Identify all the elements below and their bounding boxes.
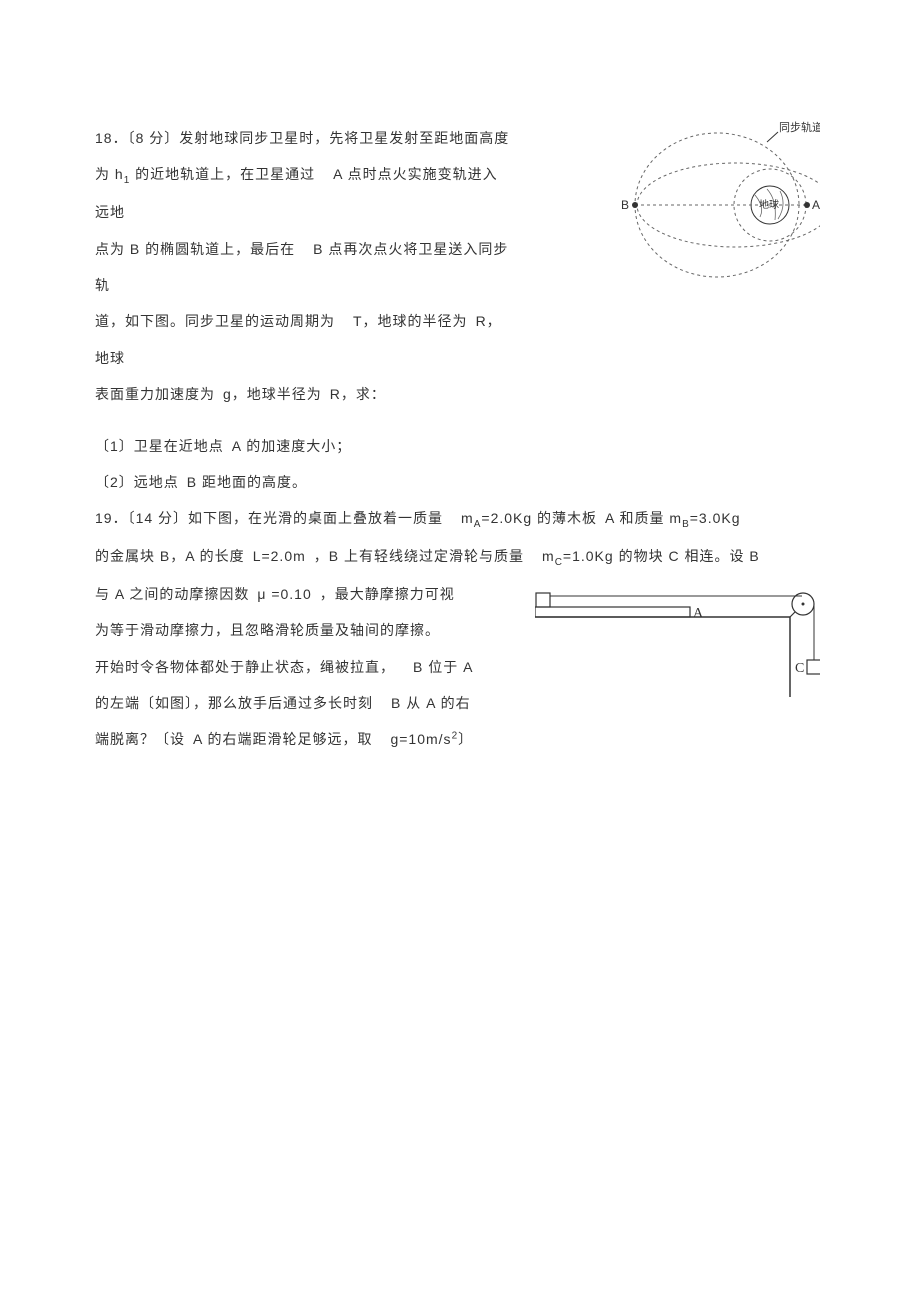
q19-l7-d: 〕 xyxy=(458,731,473,747)
q19-l1-b: m xyxy=(461,510,474,526)
q19-line3: 与 A 之间的动摩擦因数 μ =0.10 ，最大静摩擦力可视 xyxy=(95,576,490,612)
q19-l2-e: =1.0Kg 的物块 C 相连。设 B xyxy=(563,548,760,564)
pulley-diagram: B A C xyxy=(535,582,820,697)
q19-l6-a: 的左端〔如图〕，那么放手后通过多长时刻 xyxy=(95,695,373,711)
q19-l2-c: ，B 上有轻线绕过定滑轮与质量 xyxy=(314,548,524,564)
q18-s1-a: 〔1〕卫星在近地点 xyxy=(95,438,224,454)
q19-line4: 为等于滑动摩擦力，且忽略滑轮质量及轴间的摩擦。 xyxy=(95,612,490,648)
q18-s2-b: B 距地面的高度。 xyxy=(187,474,307,490)
q18-l5-c: R，求： xyxy=(330,386,386,402)
board-a-label: A xyxy=(693,606,704,621)
q18-l5-a: 表面重力加速度为 xyxy=(95,386,215,402)
q19-line5: 开始时令各物体都处于静止状态，绳被拉直， B 位于 A xyxy=(95,649,490,685)
q19-l1-c: =2.0Kg 的薄木板 xyxy=(481,510,597,526)
q19-l7-c: g=10m/s xyxy=(390,731,451,747)
q19-l6-b: B 从 A 的右 xyxy=(391,695,471,711)
q19-l7-b: A 的右端距滑轮足够远，取 xyxy=(193,731,372,747)
q18-line5: 表面重力加速度为 g，地球半径为 R，求： xyxy=(95,376,510,412)
q18-l5-b: g，地球半径为 xyxy=(223,386,322,402)
orbit-diagram: 同步轨道 地球 A B xyxy=(615,115,820,285)
q18-line4: 道，如下图。同步卫星的运动周期为T，地球的半径为R，地球 xyxy=(95,303,510,376)
q18-s1-b: A 的加速度大小； xyxy=(232,438,351,454)
q18-line2: 为 h1 的近地轨道上，在卫星通过A 点时点火实施变轨进入远地 xyxy=(95,156,510,230)
q19-l3-b: μ =0.10 xyxy=(257,586,311,602)
q19-l1-d: A 和质量 m xyxy=(605,510,682,526)
q19-line7: 端脱离？〔设A 的右端距滑轮足够远，取g=10m/s2〕 xyxy=(95,721,490,757)
q19-line2: 的金属块 B，A 的长度 L=2.0m ，B 上有轻线绕过定滑轮与质量 mC=1.0K… xyxy=(95,538,825,576)
q18-l4-b: T，地球的半径为 xyxy=(353,313,468,329)
q19-l5-a: 开始时令各物体都处于静止状态，绳被拉直， xyxy=(95,659,395,675)
q19-l2-sub: C xyxy=(555,557,563,568)
point-a-label: A xyxy=(812,198,820,212)
q18-l3-a: 点为 B 的椭圆轨道上，最后在 xyxy=(95,241,295,257)
q19-l1-e: =3.0Kg xyxy=(690,510,741,526)
q19-l1-a: 19．〔14 分〕如下图，在光滑的桌面上叠放着一质量 xyxy=(95,510,443,526)
point-b-label: B xyxy=(621,198,629,212)
q19-l2-d: m xyxy=(542,548,555,564)
q18-line3: 点为 B 的椭圆轨道上，最后在B 点再次点火将卫星送入同步轨 xyxy=(95,231,510,304)
earth-label: 地球 xyxy=(759,198,779,211)
q19-l3-a: 与 A 之间的动摩擦因数 xyxy=(95,586,249,602)
q18-l2-a: 为 h xyxy=(95,166,124,182)
q18-sub1: 〔1〕卫星在近地点 A 的加速度大小； xyxy=(95,428,825,464)
q18-sub2: 〔2〕远地点 B 距地面的高度。 xyxy=(95,464,825,500)
q19-line6: 的左端〔如图〕，那么放手后通过多长时刻 B 从 A 的右 xyxy=(95,685,490,721)
q19-l1-sub2: B xyxy=(682,519,690,530)
q18-l2-b: 的近地轨道上，在卫星通过 xyxy=(130,166,315,182)
q19-l2-b: L=2.0m xyxy=(253,548,306,564)
q18-l4-a: 道，如下图。同步卫星的运动周期为 xyxy=(95,313,335,329)
sync-orbit-label: 同步轨道 xyxy=(779,120,820,134)
q19-l3-c: ，最大静摩擦力可视 xyxy=(320,586,455,602)
q18-line1: 18．〔8 分〕发射地球同步卫星时，先将卫星发射至距地面高度 xyxy=(95,120,510,156)
q18-s2-a: 〔2〕远地点 xyxy=(95,474,179,490)
q19-l5-b: B 位于 A xyxy=(413,659,473,675)
q19-line1: 19．〔14 分〕如下图，在光滑的桌面上叠放着一质量mA=2.0Kg 的薄木板A… xyxy=(95,500,825,538)
block-c-label: C xyxy=(795,661,804,676)
q19-l7-a: 端脱离？〔设 xyxy=(95,731,185,747)
q19-l2-a: 的金属块 B，A 的长度 xyxy=(95,548,245,564)
